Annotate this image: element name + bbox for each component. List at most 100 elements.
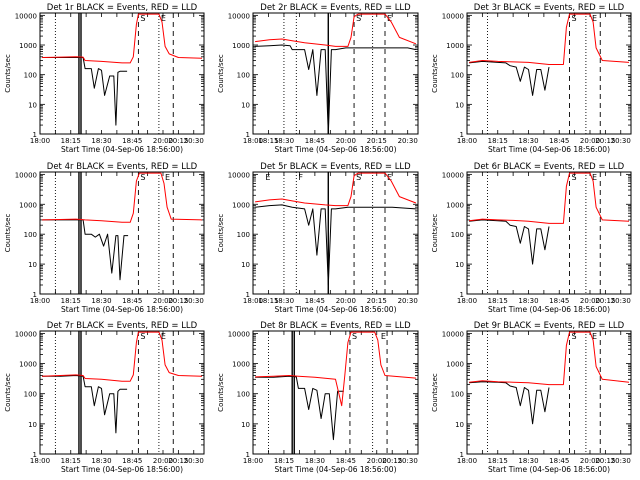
panel-title: Det 1r BLACK = Events, RED = LLD bbox=[47, 3, 198, 13]
y-tick-label: 100 bbox=[451, 391, 464, 399]
lld-series-line bbox=[41, 13, 203, 64]
x-tick-label: 18:45 bbox=[122, 137, 142, 145]
y-tick-label: 10000 bbox=[228, 12, 250, 20]
panel-6: Det 6r BLACK = Events, RED = LLD 1 10 100 10… bbox=[431, 162, 632, 314]
lld-series-line bbox=[469, 331, 630, 386]
panel-title: Det 5r BLACK = Events, RED = LLD bbox=[260, 162, 411, 172]
x-tick-label: 20:00 bbox=[367, 457, 387, 465]
marker-annotation: S bbox=[572, 332, 577, 341]
x-tick-label: 18:45 bbox=[122, 457, 142, 465]
x-tick-label: 18:30 bbox=[91, 137, 111, 145]
y-tick-label: 100 bbox=[237, 231, 250, 239]
y-tick-label: 100 bbox=[451, 231, 464, 239]
y-axis-label: Counts/sec bbox=[217, 214, 225, 253]
panel-8: Det 8r BLACK = Events, RED = LLD 1 10 100 10… bbox=[217, 321, 419, 474]
y-tick-label: 10 bbox=[241, 421, 250, 429]
lld-series-line bbox=[255, 172, 417, 207]
x-tick-label: 20:15 bbox=[595, 457, 615, 465]
y-tick-label: 10000 bbox=[15, 12, 37, 20]
y-axis-label: Counts/sec bbox=[4, 54, 12, 93]
lld-series-line bbox=[255, 13, 417, 47]
marker-annotation: E bbox=[592, 332, 597, 341]
plot-frame bbox=[252, 12, 419, 135]
y-tick-label: 10000 bbox=[442, 12, 464, 20]
x-tick-label: 20:00 bbox=[580, 297, 600, 305]
x-tick-label: 20:30 bbox=[398, 457, 418, 465]
y-tick-label: 10 bbox=[455, 261, 464, 269]
events-series-line bbox=[42, 375, 128, 434]
y-tick-label: 1 bbox=[460, 291, 464, 299]
x-axis-label: Start Time (04-Sep-06 18:56:00) bbox=[61, 465, 183, 474]
x-axis-label: Start Time (04-Sep-06 18:56:00) bbox=[488, 305, 610, 314]
x-tick-label: 18:30 bbox=[91, 297, 111, 305]
events-series-line bbox=[42, 57, 128, 126]
x-tick-label: 18:00 bbox=[243, 297, 263, 305]
marker-annotation: E bbox=[592, 14, 597, 23]
marker-annotation: S bbox=[572, 14, 577, 23]
plot-frame bbox=[466, 330, 632, 455]
x-tick-label: 18:00 bbox=[30, 457, 50, 465]
y-tick-label: 100 bbox=[451, 72, 464, 80]
y-tick-label: 100 bbox=[24, 72, 37, 80]
x-tick-label: 18:45 bbox=[336, 457, 356, 465]
lld-series-line bbox=[41, 331, 203, 382]
x-tick-label: 20:30 bbox=[398, 297, 418, 305]
y-tick-label: 10000 bbox=[442, 330, 464, 338]
x-tick-label: 20:00 bbox=[580, 137, 600, 145]
x-tick-label: 18:00 bbox=[243, 457, 263, 465]
y-tick-label: 10 bbox=[28, 101, 37, 109]
panel-9: Det 9r BLACK = Events, RED = LLD 1 10 100 10… bbox=[431, 321, 632, 474]
plot-frame bbox=[39, 330, 205, 455]
x-tick-label: 18:30 bbox=[518, 457, 538, 465]
x-tick-label: 18:45 bbox=[549, 457, 569, 465]
x-tick-label: 20:00 bbox=[336, 137, 356, 145]
y-tick-label: 1 bbox=[33, 291, 37, 299]
marker-annotation: S bbox=[352, 332, 357, 341]
events-series-line bbox=[42, 219, 129, 281]
y-tick-label: 1 bbox=[33, 131, 37, 139]
y-tick-label: 1 bbox=[246, 451, 250, 459]
x-axis-label: Start Time (04-Sep-06 18:56:00) bbox=[61, 145, 183, 154]
y-tick-label: 1000 bbox=[19, 201, 37, 209]
x-tick-label: 18:15 bbox=[61, 137, 81, 145]
x-tick-label: 20:15 bbox=[168, 297, 188, 305]
y-tick-label: 1000 bbox=[446, 42, 464, 50]
y-tick-label: 1 bbox=[33, 451, 37, 459]
x-tick-label: 20:00 bbox=[153, 137, 173, 145]
y-tick-label: 10000 bbox=[15, 330, 37, 338]
x-tick-label: 18:45 bbox=[305, 137, 325, 145]
x-tick-label: 20:00 bbox=[153, 457, 173, 465]
x-tick-label: 18:15 bbox=[488, 297, 508, 305]
lld-series-line bbox=[469, 13, 630, 65]
x-tick-label: 18:45 bbox=[122, 297, 142, 305]
x-axis-label: Start Time (04-Sep-06 18:56:00) bbox=[275, 305, 397, 314]
marker-annotation: S bbox=[572, 173, 577, 182]
panel-title: Det 4r BLACK = Events, RED = LLD bbox=[47, 162, 198, 172]
panel-2: Det 2r BLACK = Events, RED = LLD 1 10 100 10… bbox=[217, 3, 419, 154]
panel-3: Det 3r BLACK = Events, RED = LLD 1 10 100 10… bbox=[431, 3, 632, 154]
x-tick-label: 18:30 bbox=[274, 137, 294, 145]
x-tick-label: 18:00 bbox=[457, 297, 477, 305]
y-tick-label: 1 bbox=[246, 131, 250, 139]
marker-annotation: E bbox=[161, 14, 166, 23]
plot-frame bbox=[39, 171, 205, 295]
x-axis-label: Start Time (04-Sep-06 18:56:00) bbox=[275, 465, 397, 474]
y-tick-label: 10 bbox=[241, 261, 250, 269]
plot-frame bbox=[39, 12, 205, 135]
x-tick-label: 20:30 bbox=[611, 137, 631, 145]
x-tick-label: 20:15 bbox=[595, 297, 615, 305]
x-tick-label: 20:15 bbox=[168, 457, 188, 465]
y-tick-label: 10 bbox=[28, 261, 37, 269]
y-tick-label: 10000 bbox=[15, 171, 37, 179]
lld-series-line bbox=[41, 172, 203, 223]
x-tick-label: 20:15 bbox=[168, 137, 188, 145]
x-tick-label: 18:00 bbox=[30, 137, 50, 145]
y-axis-label: Counts/sec bbox=[217, 373, 225, 412]
plot-frame bbox=[466, 171, 632, 295]
y-axis-label: Counts/sec bbox=[431, 54, 439, 93]
panel-title: Det 9r BLACK = Events, RED = LLD bbox=[474, 321, 625, 331]
y-axis-label: Counts/sec bbox=[4, 373, 12, 412]
marker-annotation: S bbox=[356, 173, 361, 182]
y-tick-label: 100 bbox=[24, 231, 37, 239]
x-tick-label: 18:15 bbox=[274, 457, 294, 465]
